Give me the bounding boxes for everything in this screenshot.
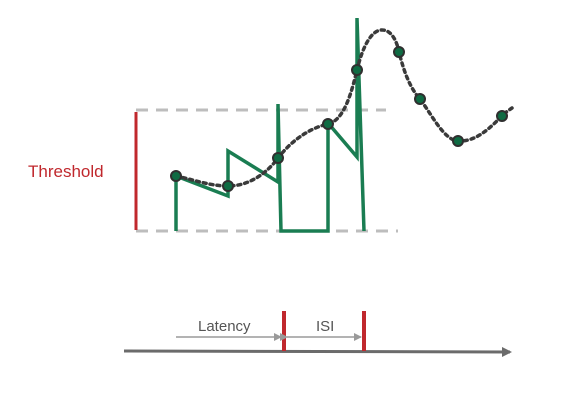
curve-point <box>393 46 405 58</box>
curve-point <box>496 110 508 122</box>
curve-point <box>170 170 182 182</box>
curve-point <box>272 152 284 164</box>
dotted-response-curve <box>174 28 514 188</box>
threshold-label: Threshold <box>28 162 104 181</box>
curve-point <box>414 93 426 105</box>
curve-points <box>170 46 508 192</box>
curve-point <box>322 118 334 130</box>
curve-point <box>452 135 464 147</box>
time-axis-arrow <box>123 346 512 357</box>
curve-point <box>351 64 363 76</box>
isi-label: ISI <box>316 318 334 335</box>
spike-trace <box>174 17 366 233</box>
curve-point <box>222 180 234 192</box>
latency-label: Latency <box>198 318 251 335</box>
